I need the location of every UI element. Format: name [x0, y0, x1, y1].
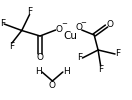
- Text: H: H: [35, 66, 42, 76]
- Text: F: F: [98, 66, 103, 74]
- Text: O: O: [106, 20, 113, 29]
- Text: F: F: [0, 20, 5, 28]
- Text: Cu: Cu: [64, 31, 78, 41]
- Text: H: H: [63, 66, 69, 76]
- Text: O: O: [37, 54, 44, 62]
- Text: −: −: [61, 22, 67, 28]
- Text: F: F: [115, 50, 121, 58]
- Text: F: F: [77, 54, 82, 62]
- Text: O: O: [49, 80, 56, 90]
- Text: F: F: [9, 42, 15, 50]
- Text: −: −: [80, 20, 86, 26]
- Text: O: O: [75, 22, 82, 32]
- Text: F: F: [27, 7, 32, 16]
- Text: O: O: [55, 24, 62, 34]
